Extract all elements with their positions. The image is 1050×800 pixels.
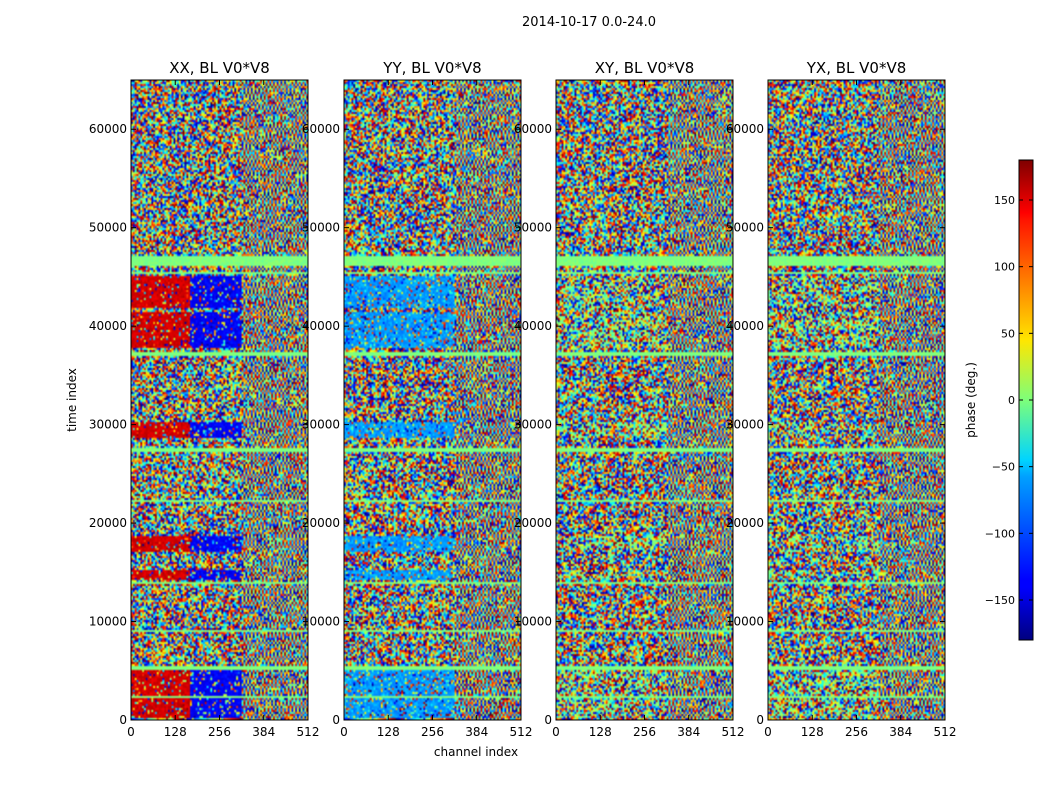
phase-heatmap-xy: [556, 80, 733, 720]
y-tick-label: 50000: [726, 221, 764, 235]
x-tick-label: 384: [465, 725, 488, 739]
colorbar-ticks: −150 −100 −50 0 50 100 150: [985, 194, 1033, 607]
y-tick-label: 50000: [89, 221, 127, 235]
y-tick-label: 40000: [726, 319, 764, 333]
x-tick-label: 0: [764, 725, 772, 739]
y-tick-label: 20000: [89, 516, 127, 530]
x-tick-label: 512: [722, 725, 745, 739]
y-tick-label: 10000: [514, 615, 552, 629]
y-tick-label: 0: [544, 713, 552, 727]
y-tick-label: 30000: [89, 418, 127, 432]
colorbar-tick-label: −100: [985, 527, 1015, 540]
colorbar-tick-label: 50: [1001, 327, 1015, 340]
panel-xx: XX, BL V0*V8 0 128 256 384 512 0 10000 20000 3000…: [89, 59, 320, 739]
panel-title: XX, BL V0*V8: [169, 59, 270, 77]
y-tick-label: 20000: [514, 516, 552, 530]
colorbar: −150 −100 −50 0 50 100 150 phase (deg.): [964, 159, 1034, 641]
x-tick-label: 0: [340, 725, 348, 739]
phase-heatmap-yy: [344, 80, 521, 720]
y-tick-label: 60000: [514, 122, 552, 136]
colorbar-label: phase (deg.): [964, 362, 978, 438]
colorbar-tick-label: −150: [985, 594, 1015, 607]
y-tick-label: 0: [119, 713, 127, 727]
y-tick-label: 10000: [726, 615, 764, 629]
y-tick-label: 60000: [726, 122, 764, 136]
phase-heatmap-yx: [768, 80, 945, 720]
y-tick-label: 30000: [726, 418, 764, 432]
y-tick-label: 40000: [514, 319, 552, 333]
x-tick-label: 256: [633, 725, 656, 739]
x-tick-label: 128: [801, 725, 824, 739]
y-tick-label: 50000: [302, 221, 340, 235]
panel-yx: YX, BL V0*V8 0 128 256 384 512 0 10000 20000 3000…: [726, 59, 957, 739]
y-tick-label: 20000: [726, 516, 764, 530]
y-tick-label: 0: [756, 713, 764, 727]
y-tick-label: 50000: [514, 221, 552, 235]
x-axis-label: channel index: [434, 745, 518, 759]
x-tick-label: 128: [164, 725, 187, 739]
x-tick-label: 0: [552, 725, 560, 739]
x-tick-label: 256: [421, 725, 444, 739]
y-tick-label: 40000: [302, 319, 340, 333]
y-axis-label: time index: [65, 368, 79, 432]
panel-title: XY, BL V0*V8: [595, 59, 695, 77]
x-tick-label: 384: [889, 725, 912, 739]
x-tick-label: 128: [589, 725, 612, 739]
colorbar-tick-label: −50: [992, 461, 1015, 474]
panel-title: YX, BL V0*V8: [806, 59, 907, 77]
x-tick-label: 384: [677, 725, 700, 739]
panel-yy: YY, BL V0*V8 0 128 256 384 512 0 10000 20000 3000…: [302, 59, 533, 739]
y-tick-label: 40000: [89, 319, 127, 333]
y-tick-label: 30000: [302, 418, 340, 432]
y-tick-label: 60000: [89, 122, 127, 136]
x-tick-label: 256: [845, 725, 868, 739]
y-tick-label: 0: [332, 713, 340, 727]
colorbar-tick-label: 0: [1008, 394, 1015, 407]
x-tick-label: 256: [208, 725, 231, 739]
colorbar-tick-label: 150: [994, 194, 1015, 207]
x-tick-label: 0: [127, 725, 135, 739]
x-tick-label: 384: [252, 725, 275, 739]
figure-title: 2014-10-17 0.0-24.0: [522, 15, 656, 30]
colorbar-tick-label: 100: [994, 261, 1015, 274]
panels: XX, BL V0*V8 0 128 256 384 512 0 10000 20000 3000…: [89, 59, 957, 739]
y-tick-label: 20000: [302, 516, 340, 530]
y-tick-label: 10000: [89, 615, 127, 629]
x-tick-label: 512: [510, 725, 533, 739]
y-tick-label: 60000: [302, 122, 340, 136]
y-tick-label: 10000: [302, 615, 340, 629]
phase-heatmap-xx: [131, 80, 308, 720]
panel-xy: XY, BL V0*V8 0 128 256 384 512 0 10000 20000 3000…: [514, 59, 745, 739]
x-tick-label: 512: [934, 725, 957, 739]
panel-title: YY, BL V0*V8: [382, 59, 481, 77]
x-tick-label: 128: [377, 725, 400, 739]
x-tick-label: 512: [297, 725, 320, 739]
y-tick-label: 30000: [514, 418, 552, 432]
